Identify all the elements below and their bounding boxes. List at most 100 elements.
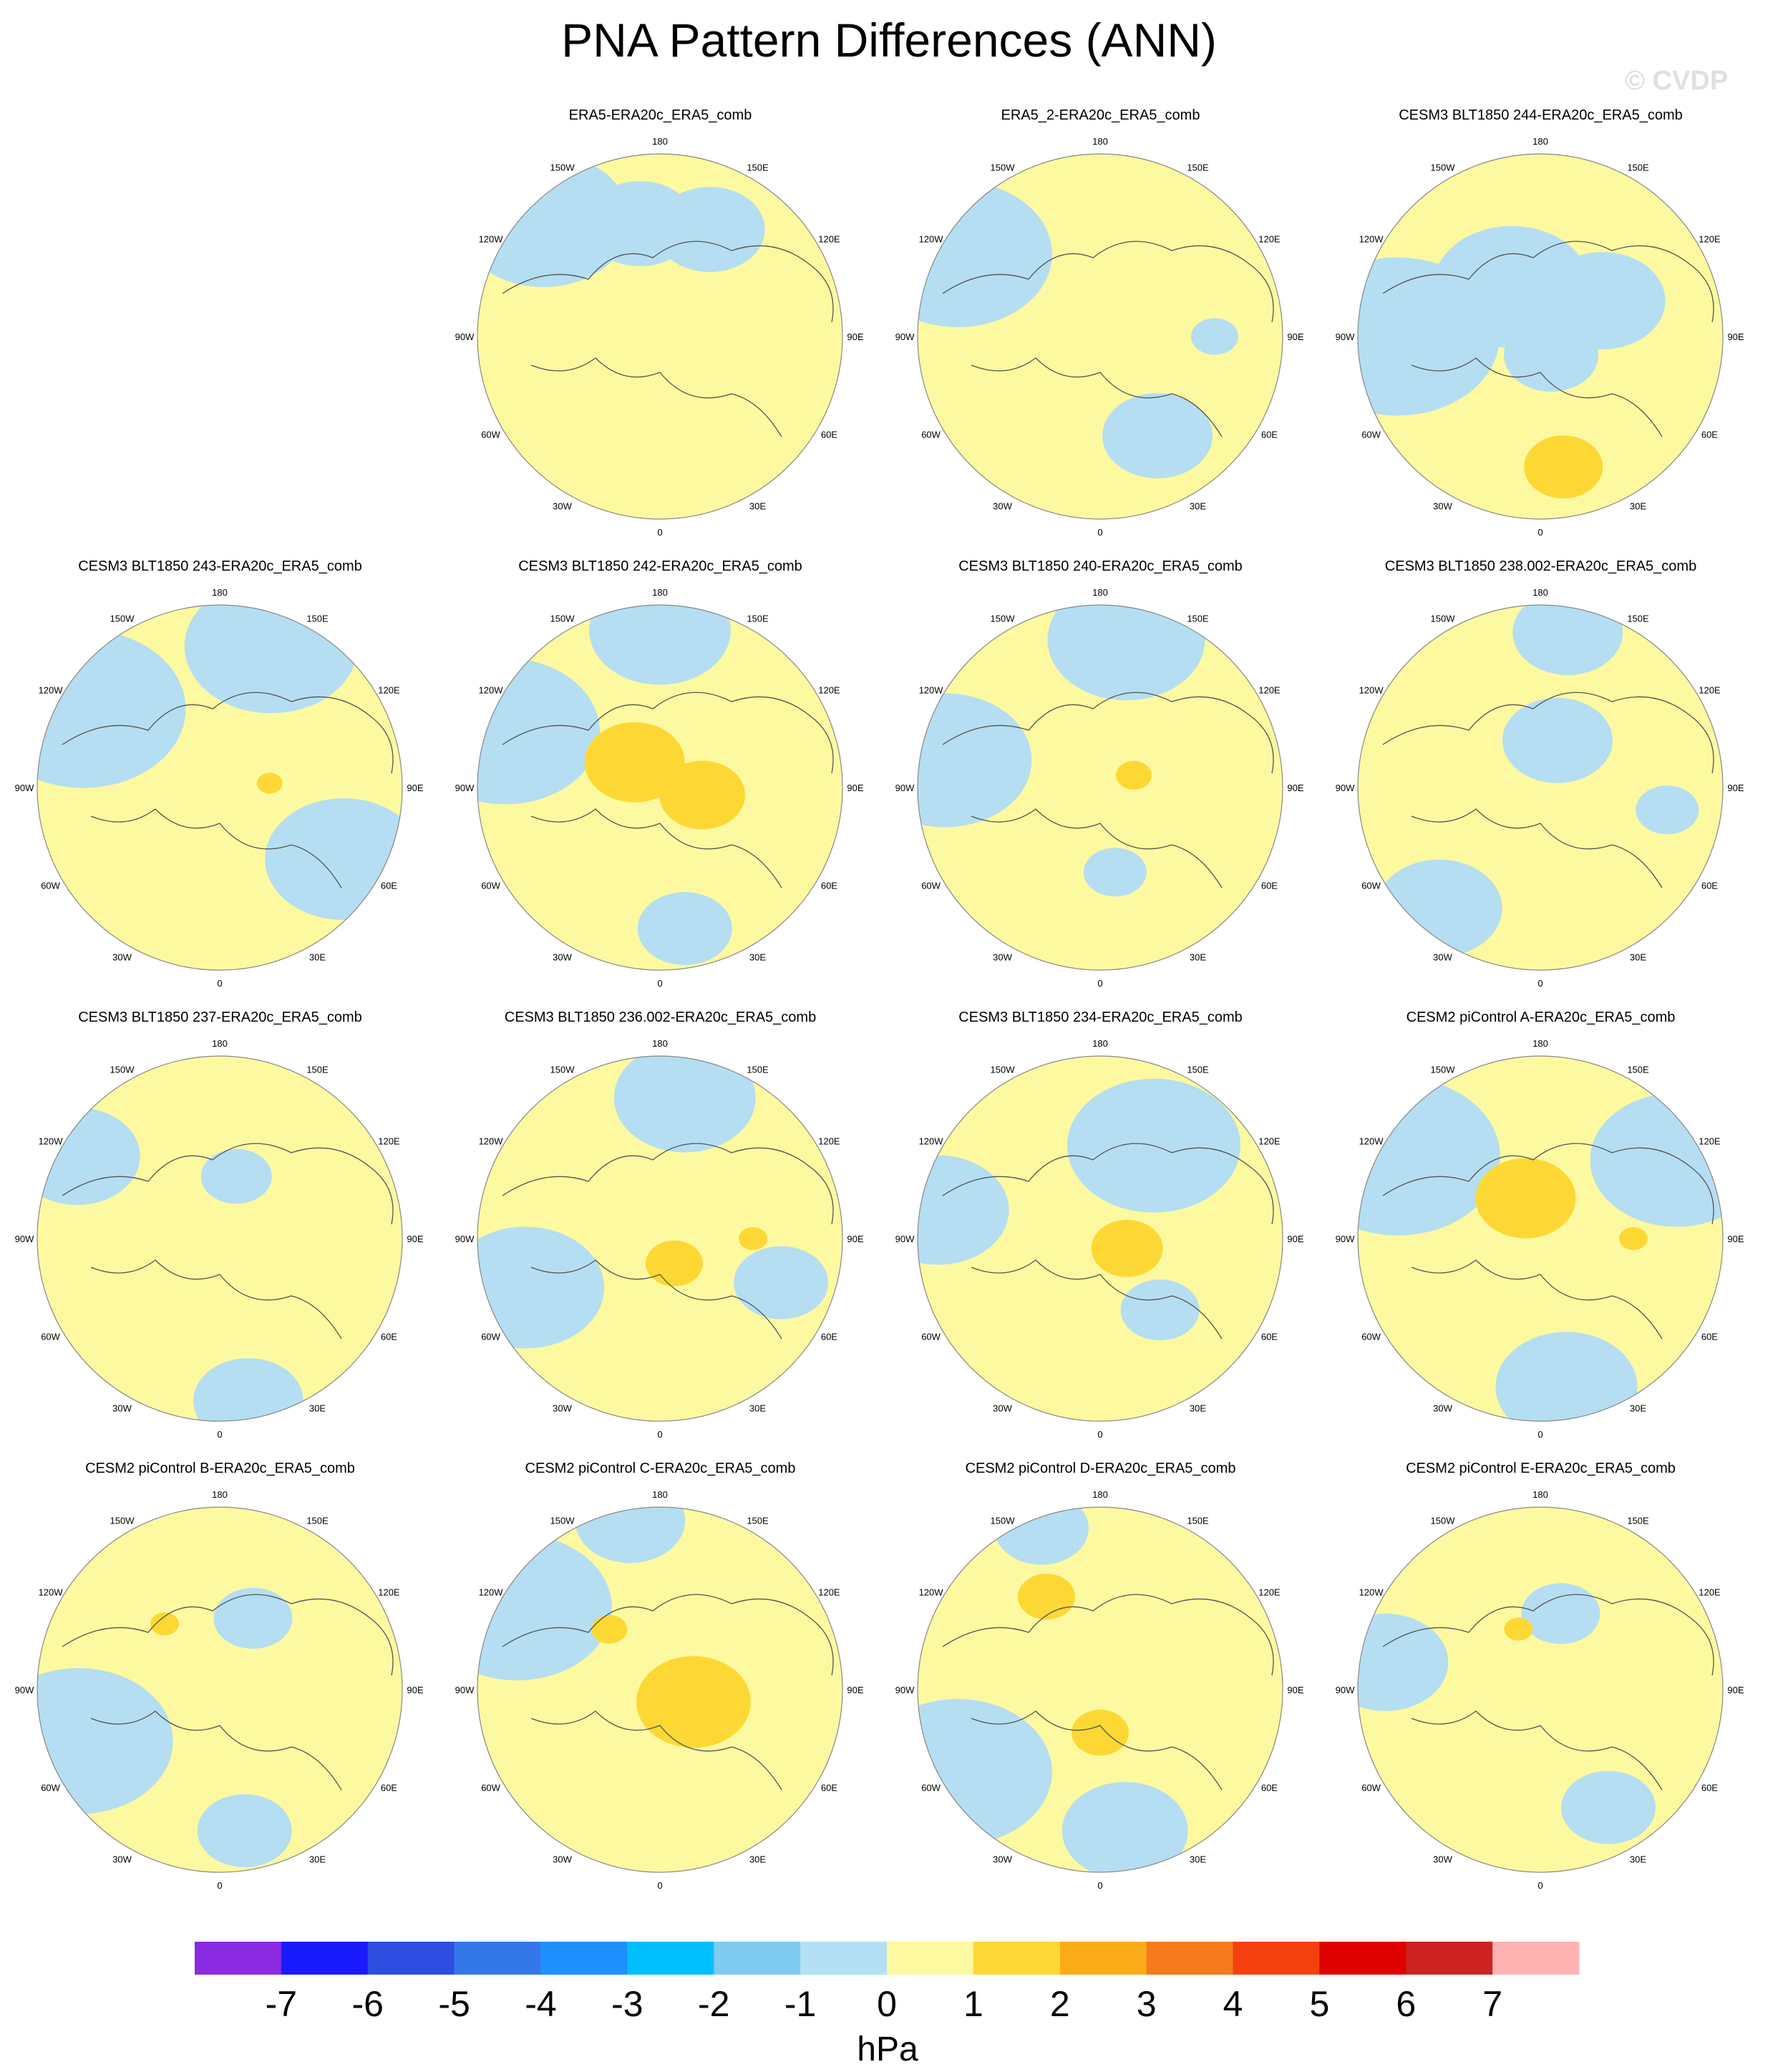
positive-anomaly-region	[636, 1656, 751, 1748]
longitude-label: 90E	[407, 783, 423, 793]
longitude-label: 150W	[1431, 163, 1456, 173]
panel-title: CESM3 BLT1850 237-ERA20c_ERA5_comb	[78, 1010, 362, 1025]
longitude-label: 90W	[895, 783, 915, 793]
longitude-label: 30E	[1190, 1854, 1206, 1864]
longitude-label: 60E	[1261, 1783, 1278, 1793]
panel-title: CESM2 piControl A-ERA20c_ERA5_comb	[1406, 1010, 1676, 1025]
longitude-label: 150E	[1627, 163, 1649, 173]
map-rim	[1357, 1506, 1724, 1873]
polar-map: 180 150E 120E 90E 60E 30E 0 30W 60W 90W 120W 150W	[895, 136, 1304, 538]
polar-map: 180 150E 120E 90E 60E 30E 0 30W 60W 90W 120W 150W	[895, 1038, 1304, 1440]
negative-anomaly-region	[1495, 1332, 1638, 1421]
longitude-label: 150W	[550, 163, 575, 173]
longitude-label: 150W	[550, 1516, 575, 1526]
longitude-label: 180	[1532, 587, 1548, 598]
map-panel: CESM3 BLT1850 234-ERA20c_ERA5_comb 180 150…	[880, 1010, 1321, 1461]
coastline	[502, 692, 834, 889]
positive-anomaly-region	[591, 1614, 628, 1644]
polar-map: 180 150E 120E 90E 60E 30E 0 30W 60W 90W 120W 150W	[895, 1489, 1304, 1891]
colorbar-tick-label: 4	[1223, 1984, 1243, 2024]
coastline	[1382, 1143, 1714, 1340]
polar-map: 180 150E 120E 90E 60E 30E 0 30W 60W 90W 120W 150W	[1336, 136, 1744, 538]
longitude-label: 90E	[847, 1234, 863, 1244]
colorbar-unit: hPa	[857, 2030, 918, 2068]
longitude-label: 120W	[39, 1587, 64, 1598]
longitude-label: 180	[1532, 136, 1548, 147]
positive-anomaly-region	[659, 760, 746, 830]
panel-title: CESM3 BLT1850 242-ERA20c_ERA5_comb	[518, 558, 802, 574]
negative-anomaly-region	[1376, 859, 1502, 957]
colorbar-tick-label: -4	[525, 1984, 556, 2024]
longitude-label: 150E	[747, 614, 769, 624]
negative-anomaly-region	[1561, 1771, 1656, 1844]
longitude-label: 120E	[818, 234, 840, 245]
longitude-label: 180	[652, 1038, 668, 1049]
colorbar-tick-label: 1	[963, 1984, 983, 2024]
longitude-label: 90E	[407, 1685, 423, 1695]
longitude-label: 180	[212, 587, 228, 598]
longitude-label: 150E	[747, 1516, 769, 1526]
panel-title: ERA5-ERA20c_ERA5_comb	[568, 107, 752, 123]
longitude-label: 30W	[1433, 952, 1452, 962]
negative-anomaly-region	[193, 1358, 303, 1421]
longitude-label: 120W	[479, 1136, 504, 1147]
map-panel: CESM3 BLT1850 240-ERA20c_ERA5_comb 180 150…	[880, 558, 1321, 1010]
panel-title: CESM3 BLT1850 244-ERA20c_ERA5_comb	[1399, 107, 1683, 123]
colorbar-tick-label: -2	[698, 1984, 729, 2024]
longitude-label: 90W	[1336, 331, 1355, 342]
negative-anomaly-region	[918, 1155, 1009, 1265]
coastline	[942, 241, 1274, 437]
longitude-label: 60W	[921, 1332, 941, 1342]
panel-title: CESM3 BLT1850 238.002-ERA20c_ERA5_comb	[1384, 558, 1697, 574]
longitude-label: 150W	[550, 1065, 575, 1075]
negative-anomaly-region	[1047, 605, 1205, 701]
panel-title: ERA5_2-ERA20c_ERA5_comb	[1001, 107, 1200, 123]
longitude-label: 120E	[378, 1587, 400, 1598]
longitude-label: 60E	[1701, 1332, 1718, 1342]
map-rim	[1357, 153, 1724, 520]
longitude-label: 0	[1097, 978, 1102, 989]
colorbar-tick-label: -3	[611, 1984, 643, 2024]
colorbar-tick-label: 0	[877, 1984, 897, 2024]
longitude-label: 60E	[821, 430, 837, 440]
longitude-label: 120E	[378, 1136, 400, 1147]
negative-anomaly-region	[477, 658, 600, 805]
longitude-label: 90W	[1336, 783, 1355, 793]
longitude-label: 30W	[553, 1854, 572, 1864]
negative-anomaly-region	[1102, 393, 1213, 479]
longitude-label: 0	[1537, 1880, 1543, 1891]
negative-anomaly-region	[575, 1507, 686, 1564]
longitude-label: 30E	[749, 952, 766, 962]
panel-grid: ERA5-ERA20c_ERA5_comb 180 150E 120E 90E 60E 30…	[0, 107, 1761, 1891]
longitude-label: 120W	[919, 234, 944, 245]
colorbar-tick-label: 2	[1050, 1984, 1070, 2024]
longitude-label: 180	[1532, 1489, 1548, 1500]
longitude-label: 90E	[1287, 1234, 1303, 1244]
polar-map: 180 150E 120E 90E 60E 30E 0 30W 60W 90W 120W 150W	[455, 1038, 864, 1440]
map-panel: CESM3 BLT1850 238.002-ERA20c_ERA5_comb 18…	[1321, 558, 1761, 1010]
longitude-label: 0	[1097, 1880, 1102, 1891]
longitude-label: 180	[652, 136, 668, 147]
longitude-label: 150E	[1187, 614, 1209, 624]
map-rim	[37, 1055, 403, 1422]
colorbar-swatch	[973, 1942, 1061, 1975]
polar-map: 180 150E 120E 90E 60E 30E 0 30W 60W 90W 120W 150W	[1336, 1489, 1744, 1891]
longitude-label: 60W	[41, 881, 60, 891]
panel-title: CESM2 piControl E-ERA20c_ERA5_comb	[1406, 1461, 1676, 1476]
positive-anomaly-region	[150, 1612, 179, 1636]
longitude-label: 60W	[41, 1332, 60, 1342]
map-rim	[1357, 1055, 1724, 1422]
positive-anomaly-region	[1072, 1710, 1129, 1756]
map-panel: CESM3 BLT1850 237-ERA20c_ERA5_comb 180 150…	[0, 1010, 440, 1461]
longitude-label: 120W	[479, 234, 504, 245]
longitude-label: 180	[1092, 1489, 1108, 1500]
longitude-label: 60E	[1701, 881, 1718, 891]
longitude-label: 30W	[993, 1403, 1012, 1413]
negative-anomaly-region	[1191, 318, 1238, 355]
map-rim	[477, 1506, 843, 1873]
longitude-label: 30E	[309, 1403, 326, 1413]
longitude-label: 0	[1537, 527, 1543, 538]
negative-anomaly-region	[37, 1108, 140, 1205]
longitude-label: 60E	[1261, 881, 1278, 891]
longitude-label: 90W	[15, 1685, 34, 1695]
